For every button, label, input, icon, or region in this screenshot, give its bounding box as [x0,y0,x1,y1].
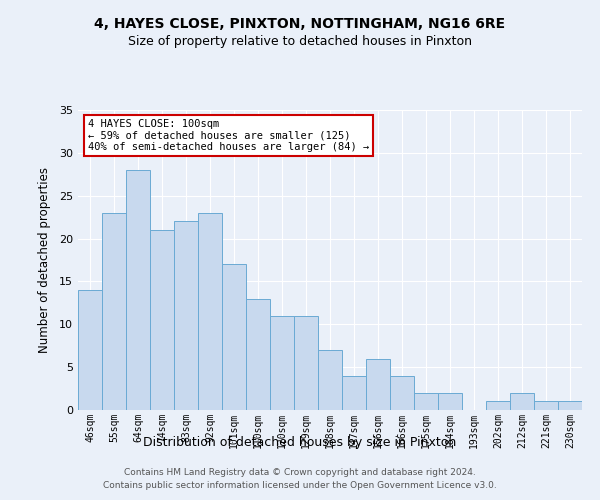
Bar [294,316,318,410]
Bar [366,358,390,410]
Bar [510,393,534,410]
Bar [438,393,462,410]
Bar [318,350,342,410]
Bar [414,393,438,410]
Text: Contains HM Land Registry data © Crown copyright and database right 2024.: Contains HM Land Registry data © Crown c… [124,468,476,477]
Text: 4, HAYES CLOSE, PINXTON, NOTTINGHAM, NG16 6RE: 4, HAYES CLOSE, PINXTON, NOTTINGHAM, NG1… [94,18,506,32]
Text: 4 HAYES CLOSE: 100sqm
← 59% of detached houses are smaller (125)
40% of semi-det: 4 HAYES CLOSE: 100sqm ← 59% of detached … [88,119,370,152]
Bar [222,264,246,410]
Bar [390,376,414,410]
Bar [486,402,510,410]
Bar [558,402,582,410]
Bar [198,213,222,410]
Text: Distribution of detached houses by size in Pinxton: Distribution of detached houses by size … [143,436,457,449]
Text: Contains public sector information licensed under the Open Government Licence v3: Contains public sector information licen… [103,480,497,490]
Text: Size of property relative to detached houses in Pinxton: Size of property relative to detached ho… [128,35,472,48]
Bar [102,213,126,410]
Y-axis label: Number of detached properties: Number of detached properties [38,167,50,353]
Bar [150,230,174,410]
Bar [270,316,294,410]
Bar [174,222,198,410]
Bar [246,298,270,410]
Bar [78,290,102,410]
Bar [534,402,558,410]
Bar [342,376,366,410]
Bar [126,170,150,410]
